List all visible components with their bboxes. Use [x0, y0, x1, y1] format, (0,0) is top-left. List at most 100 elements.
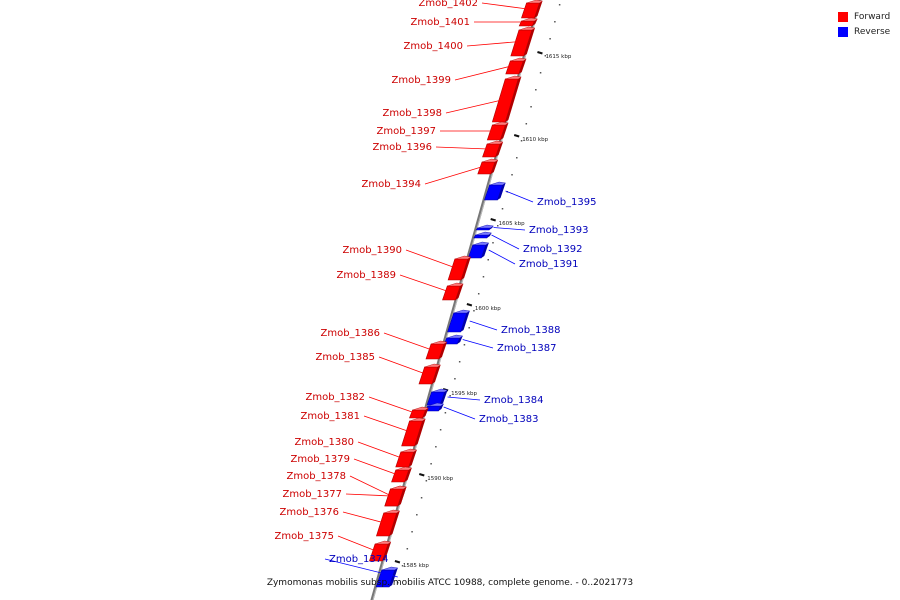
- gene-cap: [412, 406, 430, 411]
- minor-tick: [401, 565, 404, 567]
- gene-label[interactable]: Zmob_1384: [484, 395, 544, 406]
- gene-zmob-1398[interactable]: [491, 75, 522, 123]
- gene-label[interactable]: Zmob_1379: [290, 454, 350, 465]
- gene-zmob-1382[interactable]: [409, 406, 430, 419]
- gene-zmob-1389[interactable]: [442, 282, 464, 301]
- gene-zmob-1387[interactable]: [443, 334, 464, 345]
- minor-tick: [544, 55, 547, 57]
- gene-leader-line: [488, 249, 516, 265]
- gene-leader-line: [469, 320, 498, 331]
- minor-tick: [449, 395, 451, 397]
- gene-label[interactable]: Zmob_1382: [305, 392, 365, 403]
- gene-zmob-1399[interactable]: [505, 57, 527, 75]
- gene-cap: [492, 121, 509, 126]
- gene-body[interactable]: [473, 234, 490, 239]
- minor-tick: [444, 412, 447, 414]
- gene-zmob-1374[interactable]: [375, 566, 399, 588]
- gene-zmob-1377[interactable]: [384, 485, 407, 507]
- tick-label: 1605 kbp: [499, 221, 525, 227]
- gene-leader-line: [505, 190, 534, 203]
- minor-tick: [497, 225, 499, 227]
- gene-zmob-1390[interactable]: [447, 255, 472, 281]
- gene-cap: [395, 466, 413, 471]
- gene-zmob-1393[interactable]: [475, 224, 495, 231]
- minor-tick: [549, 38, 551, 40]
- gene-label[interactable]: Zmob_1401: [410, 17, 470, 28]
- gene-zmob-1394[interactable]: [477, 158, 499, 175]
- gene-label[interactable]: Zmob_1386: [320, 328, 380, 339]
- gene-zmob-1375[interactable]: [369, 540, 392, 562]
- reverse-swatch-icon: [838, 26, 848, 37]
- minor-tick: [473, 310, 475, 312]
- gene-zmob-1381[interactable]: [401, 417, 426, 447]
- minor-tick: [439, 429, 442, 431]
- minor-tick: [530, 106, 532, 108]
- major-tick: [513, 134, 520, 138]
- gene-cap: [486, 140, 504, 145]
- gene-cap: [446, 334, 464, 339]
- minor-tick: [477, 293, 480, 295]
- gene-label[interactable]: Zmob_1396: [372, 142, 432, 153]
- gene-label[interactable]: Zmob_1402: [418, 0, 478, 9]
- gene-leader-line: [435, 146, 489, 150]
- gene-cap: [518, 26, 536, 31]
- gene-zmob-1402[interactable]: [521, 0, 544, 19]
- gene-side: [505, 77, 522, 122]
- gene-cap: [481, 158, 499, 163]
- gene-label[interactable]: Zmob_1376: [279, 507, 339, 518]
- gene-label[interactable]: Zmob_1385: [315, 352, 375, 363]
- gene-side: [461, 257, 471, 280]
- gene-zmob-1400[interactable]: [510, 26, 536, 57]
- gene-side: [422, 408, 429, 418]
- gene-zmob-1397[interactable]: [486, 121, 509, 141]
- gene-zmob-1401[interactable]: [518, 17, 538, 27]
- gene-cap: [477, 224, 495, 229]
- gene-label[interactable]: Zmob_1388: [501, 325, 561, 336]
- gene-label[interactable]: Zmob_1381: [300, 411, 360, 422]
- gene-label[interactable]: Zmob_1378: [286, 471, 346, 482]
- gene-label[interactable]: Zmob_1398: [382, 108, 442, 119]
- gene-zmob-1379[interactable]: [391, 466, 413, 483]
- minor-tick: [425, 480, 428, 482]
- gene-label[interactable]: Zmob_1395: [537, 197, 597, 208]
- gene-label[interactable]: Zmob_1380: [294, 437, 354, 448]
- gene-label[interactable]: Zmob_1377: [282, 489, 342, 500]
- gene-label[interactable]: Zmob_1390: [342, 245, 402, 256]
- gene-zmob-1392[interactable]: [473, 231, 493, 239]
- gene-zmob-1376[interactable]: [376, 509, 401, 537]
- gene-zmob-1395[interactable]: [484, 181, 507, 201]
- gene-zmob-1391[interactable]: [467, 241, 490, 259]
- gene-side: [460, 311, 470, 332]
- gene-body[interactable]: [475, 227, 492, 231]
- minor-tick: [554, 21, 556, 23]
- gene-leader-line: [357, 441, 402, 459]
- gene-label[interactable]: Zmob_1394: [361, 179, 421, 190]
- gene-label[interactable]: Zmob_1387: [497, 343, 557, 354]
- legend-item-forward: Forward: [838, 9, 890, 24]
- tick-label: 1610 kbp: [522, 137, 548, 143]
- gene-zmob-1388[interactable]: [447, 309, 471, 333]
- gene-zmob-1380[interactable]: [395, 448, 418, 468]
- gene-label[interactable]: Zmob_1389: [336, 270, 396, 281]
- gene-side: [389, 568, 398, 587]
- gene-side: [389, 511, 400, 536]
- gene-label[interactable]: Zmob_1399: [391, 75, 451, 86]
- gene-label[interactable]: Zmob_1392: [523, 244, 583, 255]
- gene-label[interactable]: Zmob_1393: [529, 225, 589, 236]
- gene-label[interactable]: Zmob_1400: [403, 41, 463, 52]
- gene-zmob-1385[interactable]: [418, 363, 442, 385]
- gene-leader-line: [345, 493, 392, 497]
- gene-label[interactable]: Zmob_1397: [376, 126, 436, 137]
- gene-leader-line: [454, 65, 512, 81]
- tick-label: 1595 kbp: [451, 391, 477, 397]
- gene-zmob-1396[interactable]: [482, 140, 504, 158]
- gene-label[interactable]: Zmob_1374: [329, 554, 389, 565]
- gene-label[interactable]: Zmob_1383: [479, 414, 539, 425]
- gene-body[interactable]: [491, 78, 519, 123]
- gene-label[interactable]: Zmob_1375: [274, 531, 334, 542]
- gene-label[interactable]: Zmob_1391: [519, 259, 579, 270]
- minor-tick: [420, 497, 423, 499]
- gene-zmob-1386[interactable]: [425, 340, 448, 360]
